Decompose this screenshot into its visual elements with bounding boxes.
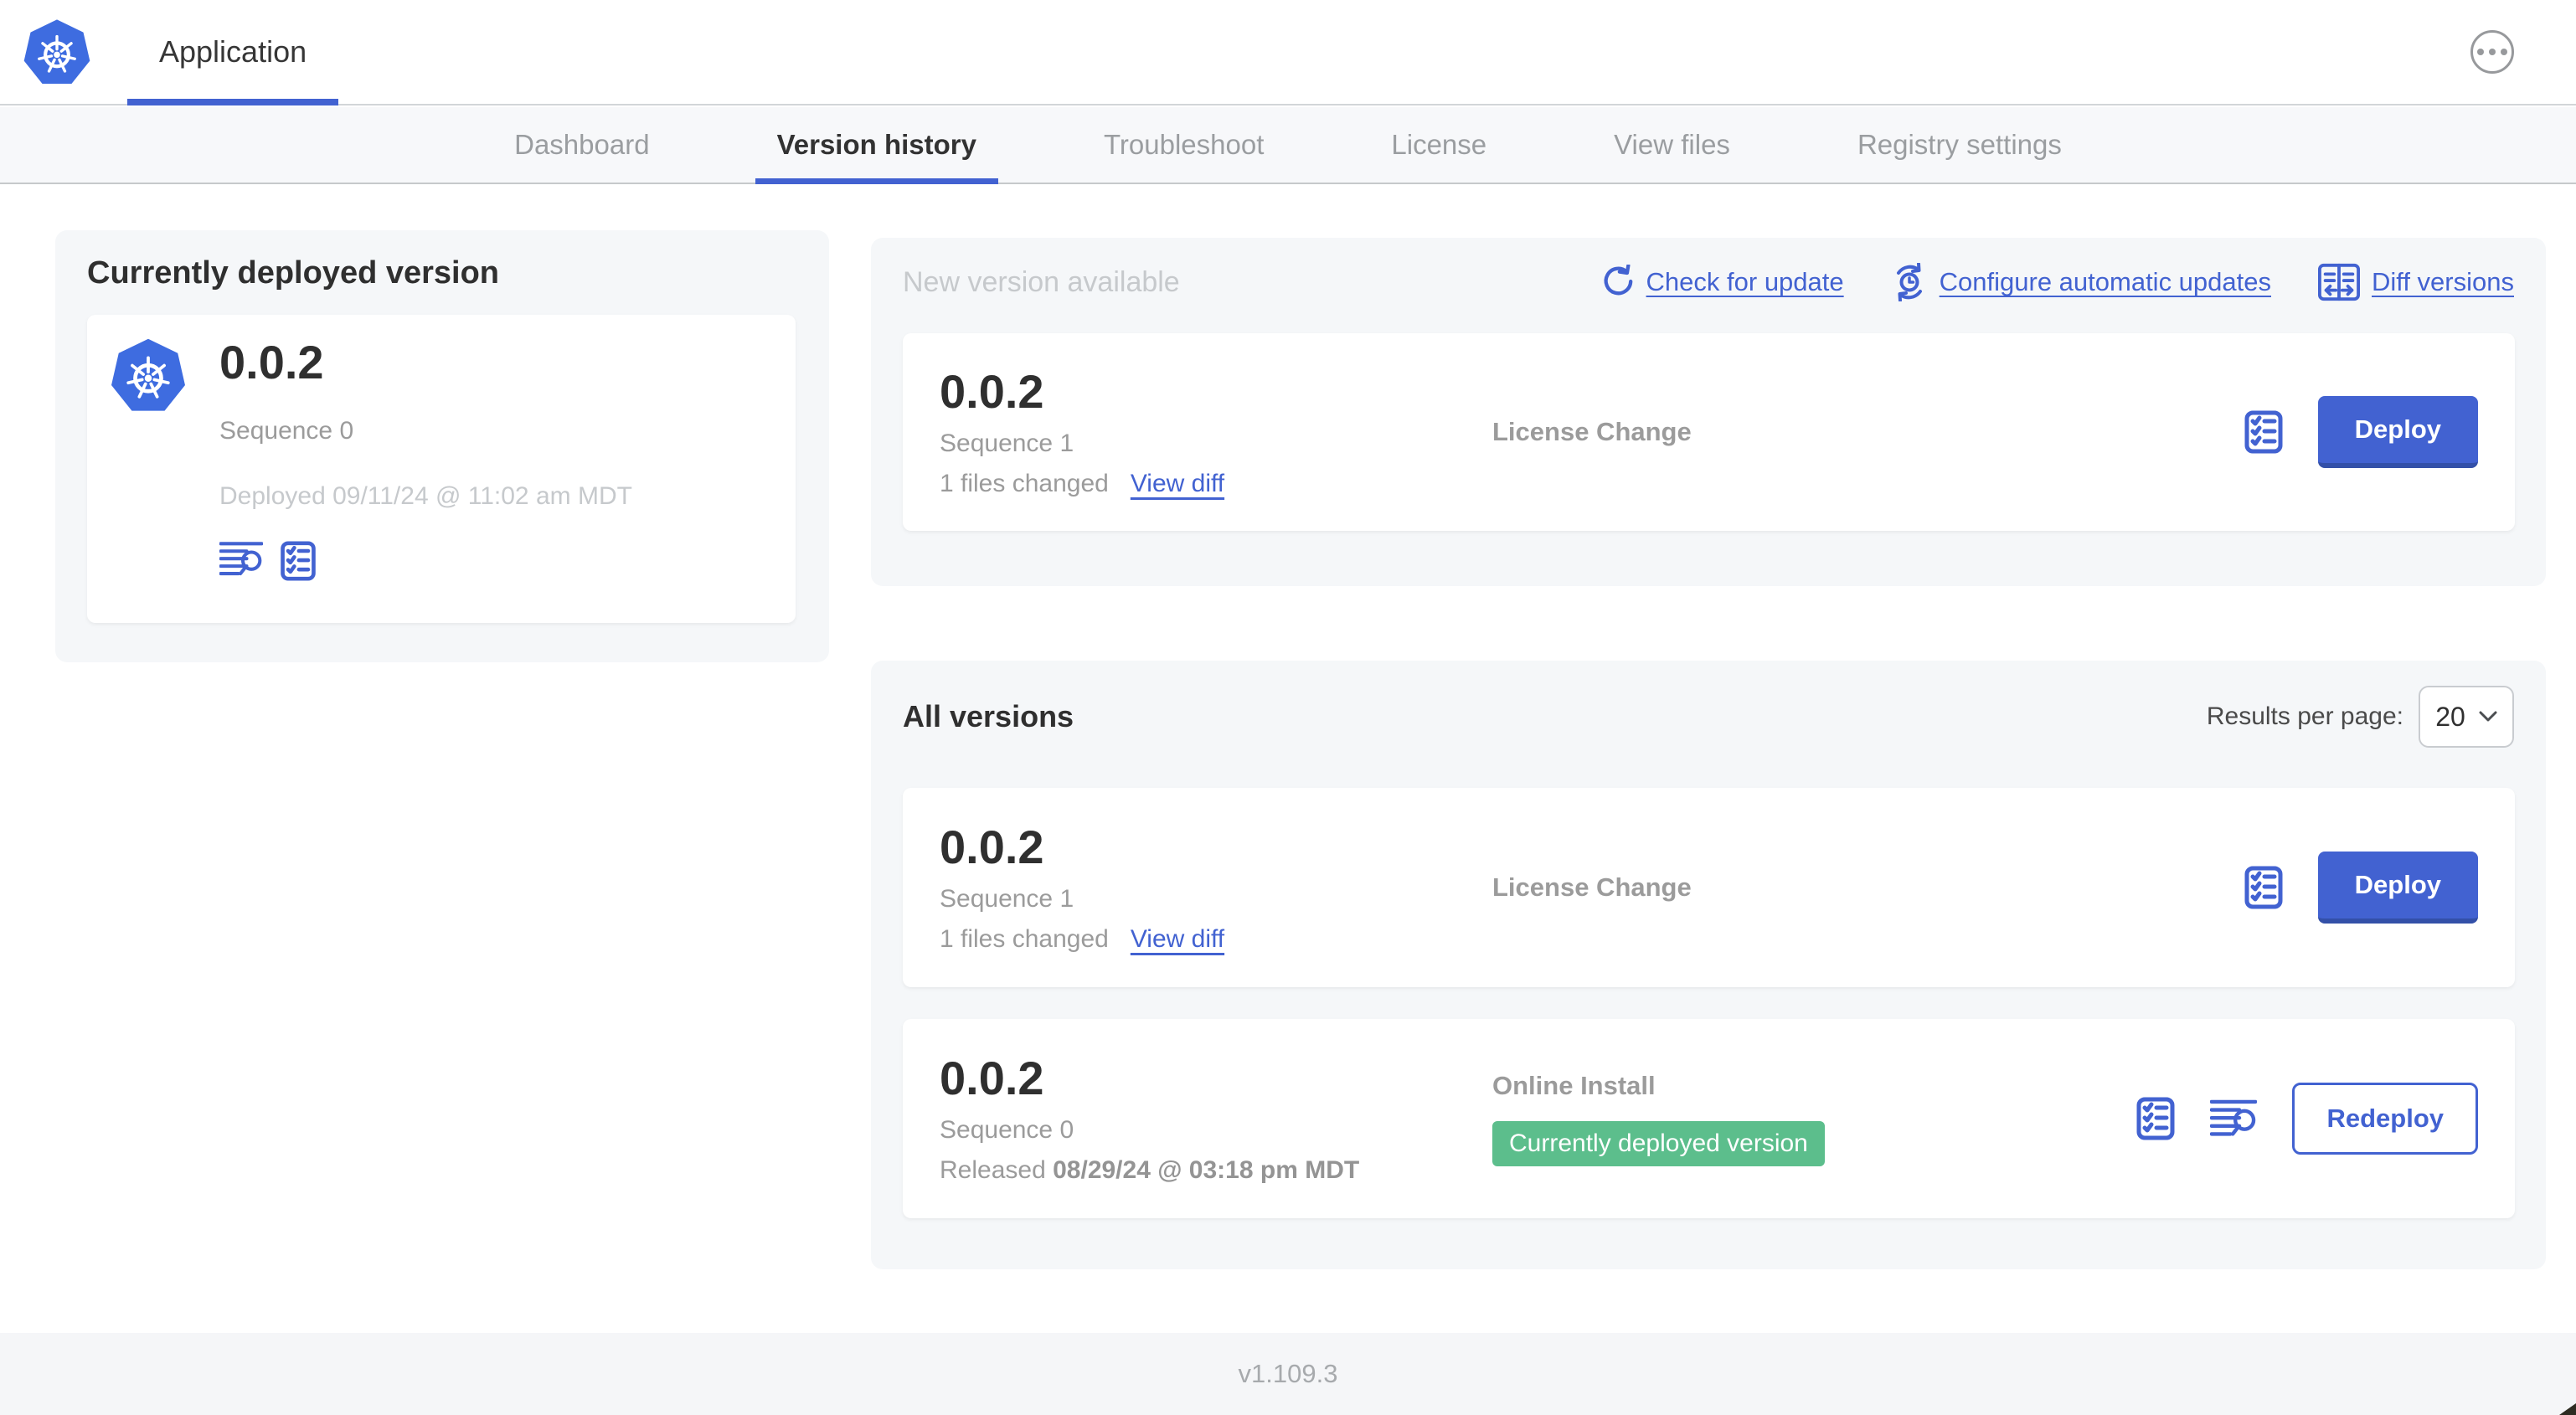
configure-automatic-updates-link[interactable]: Configure automatic updates: [1891, 263, 2271, 301]
version-sequence: Sequence 1: [940, 429, 1074, 457]
subnav-tabs: Dashboard Version history Troubleshoot L…: [0, 107, 2576, 184]
diff-icon: [2318, 263, 2360, 301]
chevron-down-icon: [2479, 711, 2497, 722]
tab-registry-settings[interactable]: Registry settings: [1857, 129, 2062, 160]
deploy-button[interactable]: Deploy: [2317, 852, 2478, 924]
all-versions-title: All versions: [903, 699, 1074, 733]
files-changed-label: 1 files changed: [940, 469, 1109, 497]
currently-deployed-inner-card: 0.0.2 Sequence 0 Deployed 09/11/24 @ 11:…: [87, 315, 796, 623]
check-for-update-link[interactable]: Check for update: [1600, 265, 1844, 300]
diff-versions-link[interactable]: Diff versions: [2318, 263, 2514, 301]
current-version-deployed-date: Deployed 09/11/24 @ 11:02 am MDT: [219, 481, 632, 510]
results-per-page-select[interactable]: 20: [2419, 686, 2514, 748]
tab-version-history[interactable]: Version history: [755, 107, 999, 184]
new-version-title: New version available: [903, 265, 1180, 298]
version-sequence: Sequence 0: [940, 1115, 1074, 1144]
ellipsis-menu-button[interactable]: [2470, 30, 2514, 74]
footer: v1.109.3: [0, 1333, 2576, 1415]
tab-view-files[interactable]: View files: [1614, 129, 1730, 160]
app-title-active-underline: [127, 99, 339, 105]
new-version-row: 0.0.2 Sequence 1 1 files changed View di…: [903, 333, 2515, 531]
preflight-checklist-icon[interactable]: [2136, 1097, 2175, 1140]
header-spacer: [338, 0, 2470, 104]
new-version-card: New version available Check for update C…: [871, 238, 2546, 586]
refresh-icon: [1600, 265, 1635, 300]
release-notes-search-icon[interactable]: [219, 541, 263, 581]
version-number: 0.0.2: [940, 1052, 1044, 1105]
current-version-sequence: Sequence 0: [219, 416, 354, 445]
files-changed-label: 1 files changed: [940, 924, 1109, 953]
tab-troubleshoot[interactable]: Troubleshoot: [1103, 129, 1265, 160]
currently-deployed-title: Currently deployed version: [87, 255, 500, 291]
all-versions-card: All versions Results per page: 20 0.0.2 …: [871, 661, 2546, 1269]
version-source-label: License Change: [1492, 417, 1692, 446]
version-sequence: Sequence 1: [940, 884, 1074, 913]
auto-update-clock-icon: [1896, 263, 1922, 301]
redeploy-button[interactable]: Redeploy: [2292, 1083, 2478, 1155]
version-number: 0.0.2: [940, 821, 1044, 874]
version-released-date: Released 08/29/24 @ 03:18 pm MDT: [940, 1155, 1360, 1184]
admin-console-version: v1.109.3: [1238, 1359, 1338, 1388]
deploy-button[interactable]: Deploy: [2317, 396, 2478, 468]
currently-deployed-card: Currently deployed version 0.0.2 Sequenc…: [55, 230, 829, 662]
app-header: Application: [0, 0, 2576, 105]
current-version-number: 0.0.2: [219, 336, 324, 388]
preflight-checklist-icon[interactable]: [2244, 410, 2283, 454]
version-source-label: Online Install: [1492, 1071, 1656, 1100]
ellipsis-icon: [2477, 49, 2484, 55]
version-row: 0.0.2 Sequence 0 Released 08/29/24 @ 03:…: [903, 1019, 2515, 1218]
app-title: Application: [159, 34, 307, 69]
currently-deployed-badge: Currently deployed version: [1492, 1121, 1825, 1166]
version-row: 0.0.2 Sequence 1 1 files changed View di…: [903, 788, 2515, 987]
preflight-checklist-icon[interactable]: [2244, 866, 2283, 909]
version-number: 0.0.2: [940, 365, 1044, 419]
app-title-tab[interactable]: Application: [127, 0, 339, 105]
view-diff-link[interactable]: View diff: [1130, 924, 1225, 953]
preflight-checklist-icon[interactable]: [280, 541, 317, 581]
kubernetes-app-icon: [109, 337, 188, 414]
tab-dashboard[interactable]: Dashboard: [514, 129, 650, 160]
release-notes-search-icon[interactable]: [2210, 1099, 2257, 1139]
view-diff-link[interactable]: View diff: [1130, 469, 1225, 497]
kubernetes-logo: [22, 0, 92, 104]
results-per-page-label: Results per page:: [2206, 702, 2403, 730]
version-source-label: License Change: [1492, 872, 1692, 902]
tab-license[interactable]: License: [1391, 129, 1487, 160]
